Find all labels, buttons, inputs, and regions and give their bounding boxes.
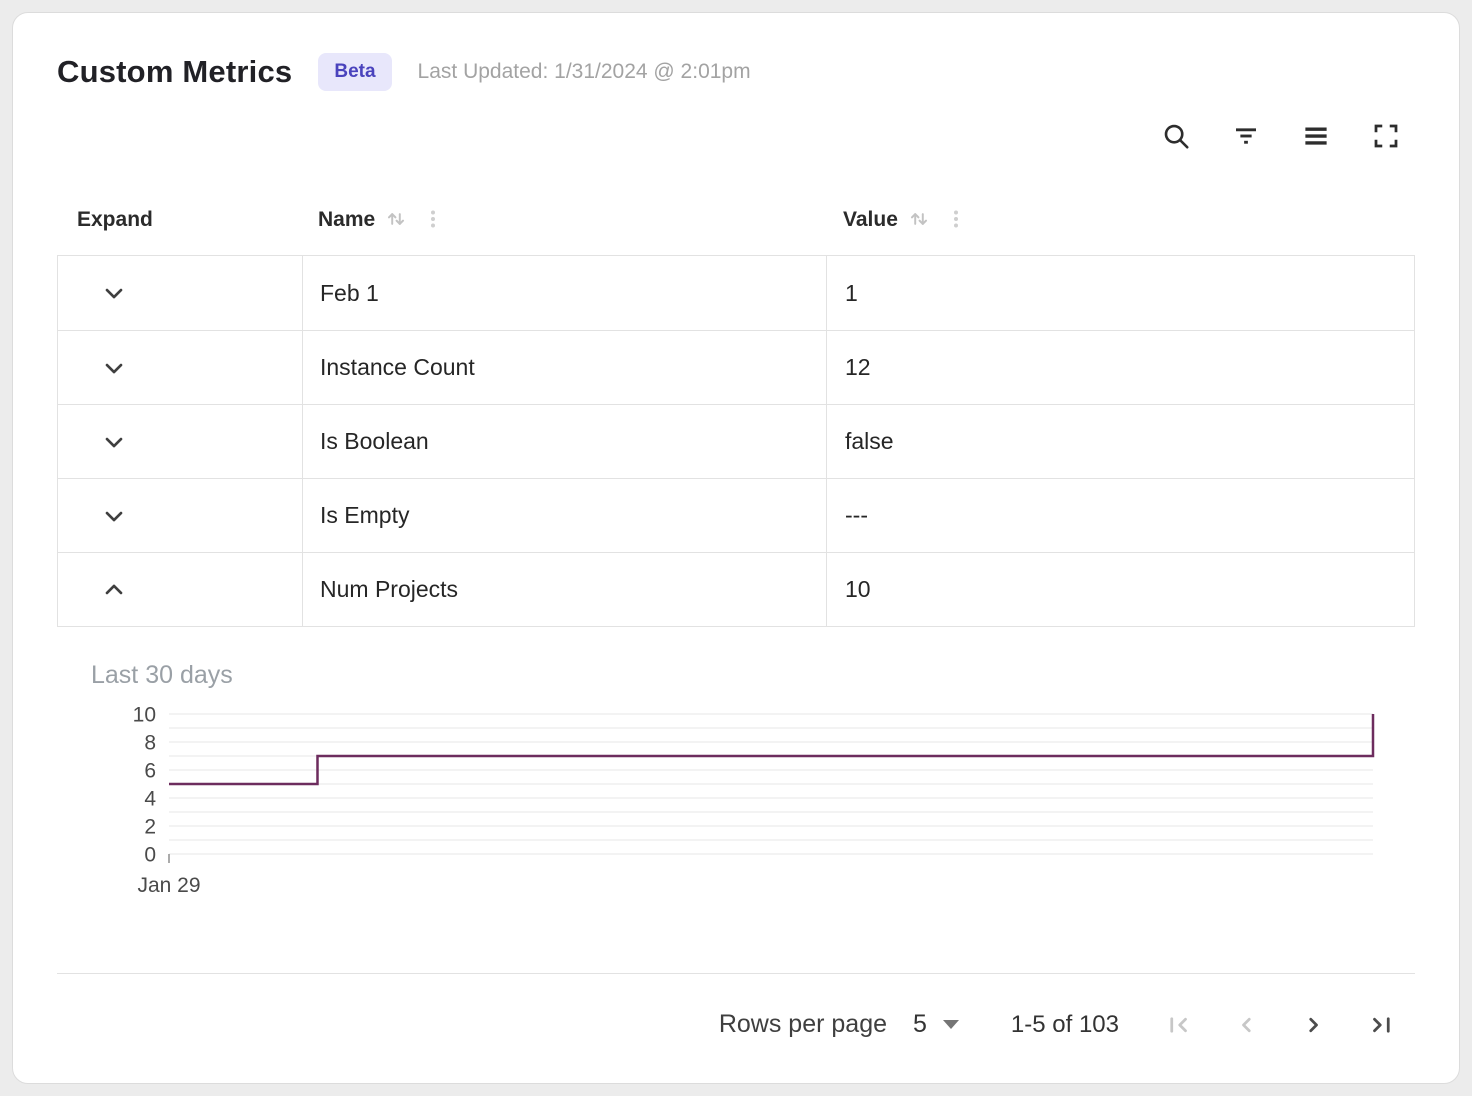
expand-cell: [58, 553, 302, 626]
filter-button[interactable]: [1229, 119, 1263, 153]
table-header-row: Expand Name: [57, 185, 1415, 255]
previous-page-button[interactable]: [1231, 1009, 1263, 1041]
expand-row-button[interactable]: [92, 346, 136, 390]
sort-icon: [383, 206, 409, 235]
metrics-table: Expand Name: [57, 185, 1415, 627]
svg-text:8: 8: [144, 732, 156, 755]
metric-value: 1: [845, 279, 858, 306]
metric-name: Feb 1: [320, 279, 379, 306]
fullscreen-button[interactable]: [1369, 119, 1403, 153]
value-cell: false: [826, 405, 1414, 478]
column-header-value[interactable]: Value: [825, 206, 1415, 235]
metric-history-chart: 0 2 4 6 8 10 Jan 29: [57, 704, 1415, 909]
name-cell: Feb 1: [302, 256, 826, 330]
name-cell: Is Boolean: [302, 405, 826, 478]
search-icon: [1159, 121, 1193, 151]
density-button[interactable]: [1299, 119, 1333, 153]
column-header-name[interactable]: Name: [301, 206, 825, 235]
pagination-nav: [1163, 1009, 1399, 1041]
table-body: Feb 1 1 Instance Count 12: [57, 255, 1415, 627]
value-cell: 10: [826, 553, 1414, 626]
expand-cell: [58, 256, 302, 330]
metric-value: 12: [845, 354, 871, 380]
svg-text:2: 2: [144, 816, 156, 839]
name-cell: Instance Count: [302, 331, 826, 404]
metric-name: Is Boolean: [320, 428, 429, 454]
column-label: Expand: [77, 208, 153, 231]
table-row: Is Empty ---: [58, 478, 1414, 552]
metric-name: Instance Count: [320, 354, 475, 380]
pagination-footer: Rows per page 5 1-5 of 103: [57, 973, 1415, 1083]
chevron-down-icon: [105, 288, 123, 299]
metric-value: ---: [845, 502, 868, 528]
last-page-icon: [1367, 1010, 1399, 1040]
sort-name-button[interactable]: [383, 206, 409, 235]
chevron-down-icon: [105, 511, 123, 521]
table-row: Is Boolean false: [58, 404, 1414, 478]
page-title: Custom Metrics: [57, 54, 293, 89]
first-page-icon: [1163, 1010, 1195, 1040]
expand-cell: [58, 405, 302, 478]
last-page-button[interactable]: [1367, 1009, 1399, 1041]
table-toolbar: [13, 119, 1403, 155]
value-cell: ---: [826, 479, 1414, 552]
density-icon: [1299, 121, 1333, 151]
next-page-icon: [1299, 1010, 1331, 1040]
metric-value: false: [845, 428, 894, 454]
name-cell: Is Empty: [302, 479, 826, 552]
fullscreen-icon: [1369, 121, 1403, 151]
chevron-down-icon: [105, 363, 123, 373]
sort-icon: [906, 206, 932, 235]
line-chart: 0 2 4 6 8 10 Jan 29: [133, 704, 1375, 897]
column-label: Value: [843, 208, 898, 231]
filter-icon: [1229, 121, 1263, 151]
expand-row-button[interactable]: [92, 568, 136, 612]
svg-text:0: 0: [144, 844, 156, 867]
chart-caption: Last 30 days: [91, 661, 233, 689]
svg-text:6: 6: [144, 760, 156, 783]
column-header-expand: Expand: [57, 208, 301, 232]
search-button[interactable]: [1159, 119, 1193, 153]
previous-page-icon: [1231, 1010, 1263, 1040]
beta-badge: Beta: [318, 53, 392, 91]
sort-value-button[interactable]: [906, 206, 932, 235]
rows-per-page-label: Rows per page: [718, 1010, 887, 1038]
expand-row-button[interactable]: [92, 420, 136, 464]
value-cell: 1: [826, 256, 1414, 330]
chevron-down-icon: [105, 437, 123, 447]
svg-text:Jan 29: Jan 29: [137, 874, 200, 897]
column-label: Name: [318, 208, 376, 231]
name-column-menu-button[interactable]: [421, 207, 445, 234]
metric-name: Is Empty: [320, 502, 410, 528]
next-page-button[interactable]: [1299, 1009, 1331, 1041]
value-cell: 12: [826, 331, 1414, 404]
table-row: Num Projects 10: [58, 552, 1414, 626]
expand-cell: [58, 331, 302, 404]
kebab-icon: [944, 207, 968, 234]
svg-text:10: 10: [133, 704, 156, 727]
chevron-up-icon: [105, 584, 123, 594]
name-cell: Num Projects: [302, 553, 826, 626]
rows-per-page-value: 5: [913, 1010, 927, 1038]
chevron-down-icon: [942, 1020, 959, 1029]
value-column-menu-button[interactable]: [944, 207, 968, 234]
expand-cell: [58, 479, 302, 552]
last-updated-text: Last Updated: 1/31/2024 @ 2:01pm: [417, 60, 751, 83]
expand-row-button[interactable]: [92, 494, 136, 538]
panel-header: Custom Metrics Beta Last Updated: 1/31/2…: [13, 13, 1459, 91]
metric-value: 10: [845, 576, 871, 602]
custom-metrics-panel: Custom Metrics Beta Last Updated: 1/31/2…: [12, 12, 1460, 1084]
table-row: Feb 1 1: [58, 256, 1414, 330]
kebab-icon: [421, 207, 445, 234]
expand-row-button[interactable]: [92, 271, 136, 315]
rows-per-page-select[interactable]: 5: [913, 1010, 959, 1039]
svg-text:4: 4: [144, 788, 156, 811]
metric-name: Num Projects: [320, 576, 459, 602]
pagination-range: 1-5 of 103: [1010, 1010, 1119, 1038]
expanded-row-detail: Last 30 days 0 2 4 6 8 10 Jan 29: [57, 661, 1415, 909]
table-row: Instance Count 12: [58, 330, 1414, 404]
first-page-button[interactable]: [1163, 1009, 1195, 1041]
